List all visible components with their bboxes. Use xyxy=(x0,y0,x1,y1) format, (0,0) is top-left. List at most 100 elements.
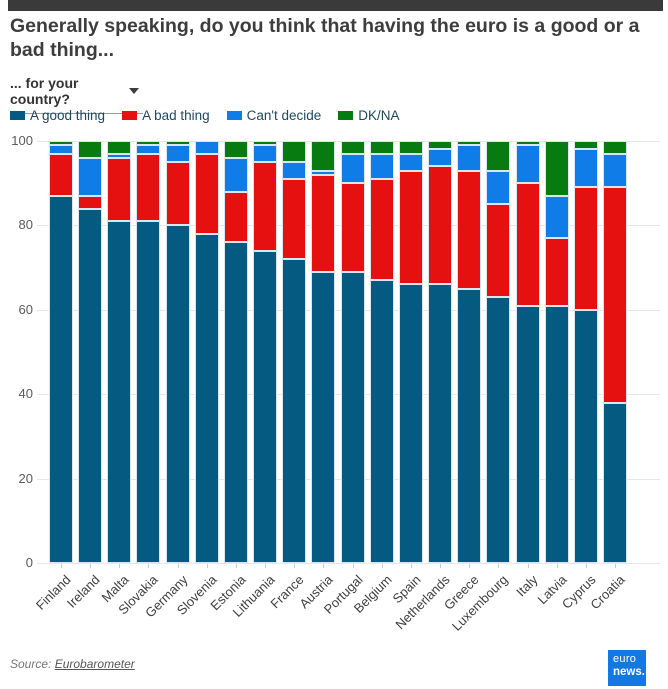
bar-germany[interactable] xyxy=(165,141,190,563)
bar-segment[interactable] xyxy=(107,153,132,158)
bar-segment[interactable] xyxy=(544,305,569,563)
bar-finland[interactable] xyxy=(49,141,73,563)
bar-segment[interactable] xyxy=(369,280,394,563)
bar-segment[interactable] xyxy=(573,141,598,150)
bar-segment[interactable] xyxy=(223,191,248,243)
bar-segment[interactable] xyxy=(49,145,73,154)
bar-segment[interactable] xyxy=(107,221,132,563)
bar-segment[interactable] xyxy=(544,238,569,306)
bar-belgium[interactable] xyxy=(369,141,394,563)
bar-segment[interactable] xyxy=(457,145,482,171)
bar-segment[interactable] xyxy=(311,141,336,171)
bar-segment[interactable] xyxy=(282,141,307,163)
bar-segment[interactable] xyxy=(457,170,482,289)
bar-segment[interactable] xyxy=(544,141,569,196)
bar-segment[interactable] xyxy=(49,141,73,146)
bar-segment[interactable] xyxy=(603,187,627,403)
bar-segment[interactable] xyxy=(194,153,219,234)
bar-segment[interactable] xyxy=(573,149,598,188)
bar-segment[interactable] xyxy=(486,141,511,171)
bar-segment[interactable] xyxy=(165,141,190,146)
bar-slovakia[interactable] xyxy=(136,141,161,563)
bar-segment[interactable] xyxy=(457,141,482,146)
bar-segment[interactable] xyxy=(340,141,365,154)
bar-segment[interactable] xyxy=(369,178,394,281)
bar-segment[interactable] xyxy=(486,204,511,298)
bar-segment[interactable] xyxy=(369,141,394,154)
bar-italy[interactable] xyxy=(515,141,540,563)
bar-segment[interactable] xyxy=(282,259,307,563)
bar-segment[interactable] xyxy=(253,162,278,251)
bar-segment[interactable] xyxy=(428,141,453,150)
bar-segment[interactable] xyxy=(573,187,598,310)
source-link[interactable]: Eurobarometer xyxy=(54,657,135,671)
bar-segment[interactable] xyxy=(223,242,248,563)
bar-spain[interactable] xyxy=(398,141,423,563)
bar-segment[interactable] xyxy=(223,141,248,158)
bar-portugal[interactable] xyxy=(340,141,365,563)
bar-segment[interactable] xyxy=(282,178,307,260)
bar-segment[interactable] xyxy=(311,174,336,272)
bar-segment[interactable] xyxy=(136,145,161,154)
bar-luxembourg[interactable] xyxy=(486,141,511,563)
bar-segment[interactable] xyxy=(515,141,540,146)
bar-segment[interactable] xyxy=(194,141,219,154)
bar-segment[interactable] xyxy=(515,305,540,563)
bar-greece[interactable] xyxy=(457,141,482,563)
bar-segment[interactable] xyxy=(253,250,278,563)
bar-slovenia[interactable] xyxy=(194,141,219,563)
bar-segment[interactable] xyxy=(165,145,190,163)
bar-segment[interactable] xyxy=(428,284,453,563)
bar-segment[interactable] xyxy=(369,153,394,179)
bar-latvia[interactable] xyxy=(544,141,569,563)
bar-segment[interactable] xyxy=(165,162,190,226)
bar-cyprus[interactable] xyxy=(573,141,598,563)
bar-segment[interactable] xyxy=(136,153,161,222)
bar-segment[interactable] xyxy=(107,141,132,154)
bar-france[interactable] xyxy=(282,141,307,563)
question-variant-dropdown[interactable]: ... for your country? xyxy=(10,73,143,114)
bar-segment[interactable] xyxy=(165,225,190,563)
bar-segment[interactable] xyxy=(107,157,132,222)
bar-segment[interactable] xyxy=(603,153,627,188)
bar-segment[interactable] xyxy=(282,162,307,179)
bar-segment[interactable] xyxy=(253,145,278,163)
bar-segment[interactable] xyxy=(49,153,73,196)
bar-segment[interactable] xyxy=(398,153,423,171)
bar-segment[interactable] xyxy=(78,157,103,196)
bar-segment[interactable] xyxy=(603,141,627,154)
bar-austria[interactable] xyxy=(311,141,336,563)
euronews-logo[interactable]: euro news. xyxy=(608,650,646,686)
bar-segment[interactable] xyxy=(340,271,365,563)
bar-segment[interactable] xyxy=(223,157,248,192)
bar-segment[interactable] xyxy=(573,309,598,563)
bar-segment[interactable] xyxy=(515,145,540,184)
bar-segment[interactable] xyxy=(340,183,365,272)
bar-segment[interactable] xyxy=(428,166,453,285)
bar-segment[interactable] xyxy=(311,170,336,175)
bar-segment[interactable] xyxy=(78,141,103,158)
bar-segment[interactable] xyxy=(311,271,336,563)
bar-segment[interactable] xyxy=(428,149,453,167)
bar-segment[interactable] xyxy=(544,195,569,239)
bar-segment[interactable] xyxy=(78,208,103,563)
bar-segment[interactable] xyxy=(486,170,511,205)
bar-segment[interactable] xyxy=(515,183,540,306)
bar-segment[interactable] xyxy=(136,221,161,563)
bar-segment[interactable] xyxy=(136,141,161,146)
bar-segment[interactable] xyxy=(457,288,482,563)
bar-segment[interactable] xyxy=(253,141,278,146)
bar-segment[interactable] xyxy=(398,284,423,563)
bar-lithuania[interactable] xyxy=(253,141,278,563)
bar-segment[interactable] xyxy=(78,195,103,209)
bar-segment[interactable] xyxy=(340,153,365,184)
bar-ireland[interactable] xyxy=(78,141,103,563)
bar-croatia[interactable] xyxy=(603,141,627,563)
bar-segment[interactable] xyxy=(398,141,423,154)
bar-estonia[interactable] xyxy=(223,141,248,563)
bar-segment[interactable] xyxy=(603,402,627,563)
bar-segment[interactable] xyxy=(398,170,423,285)
bar-segment[interactable] xyxy=(194,233,219,563)
bar-netherlands[interactable] xyxy=(428,141,453,563)
bar-segment[interactable] xyxy=(486,297,511,563)
